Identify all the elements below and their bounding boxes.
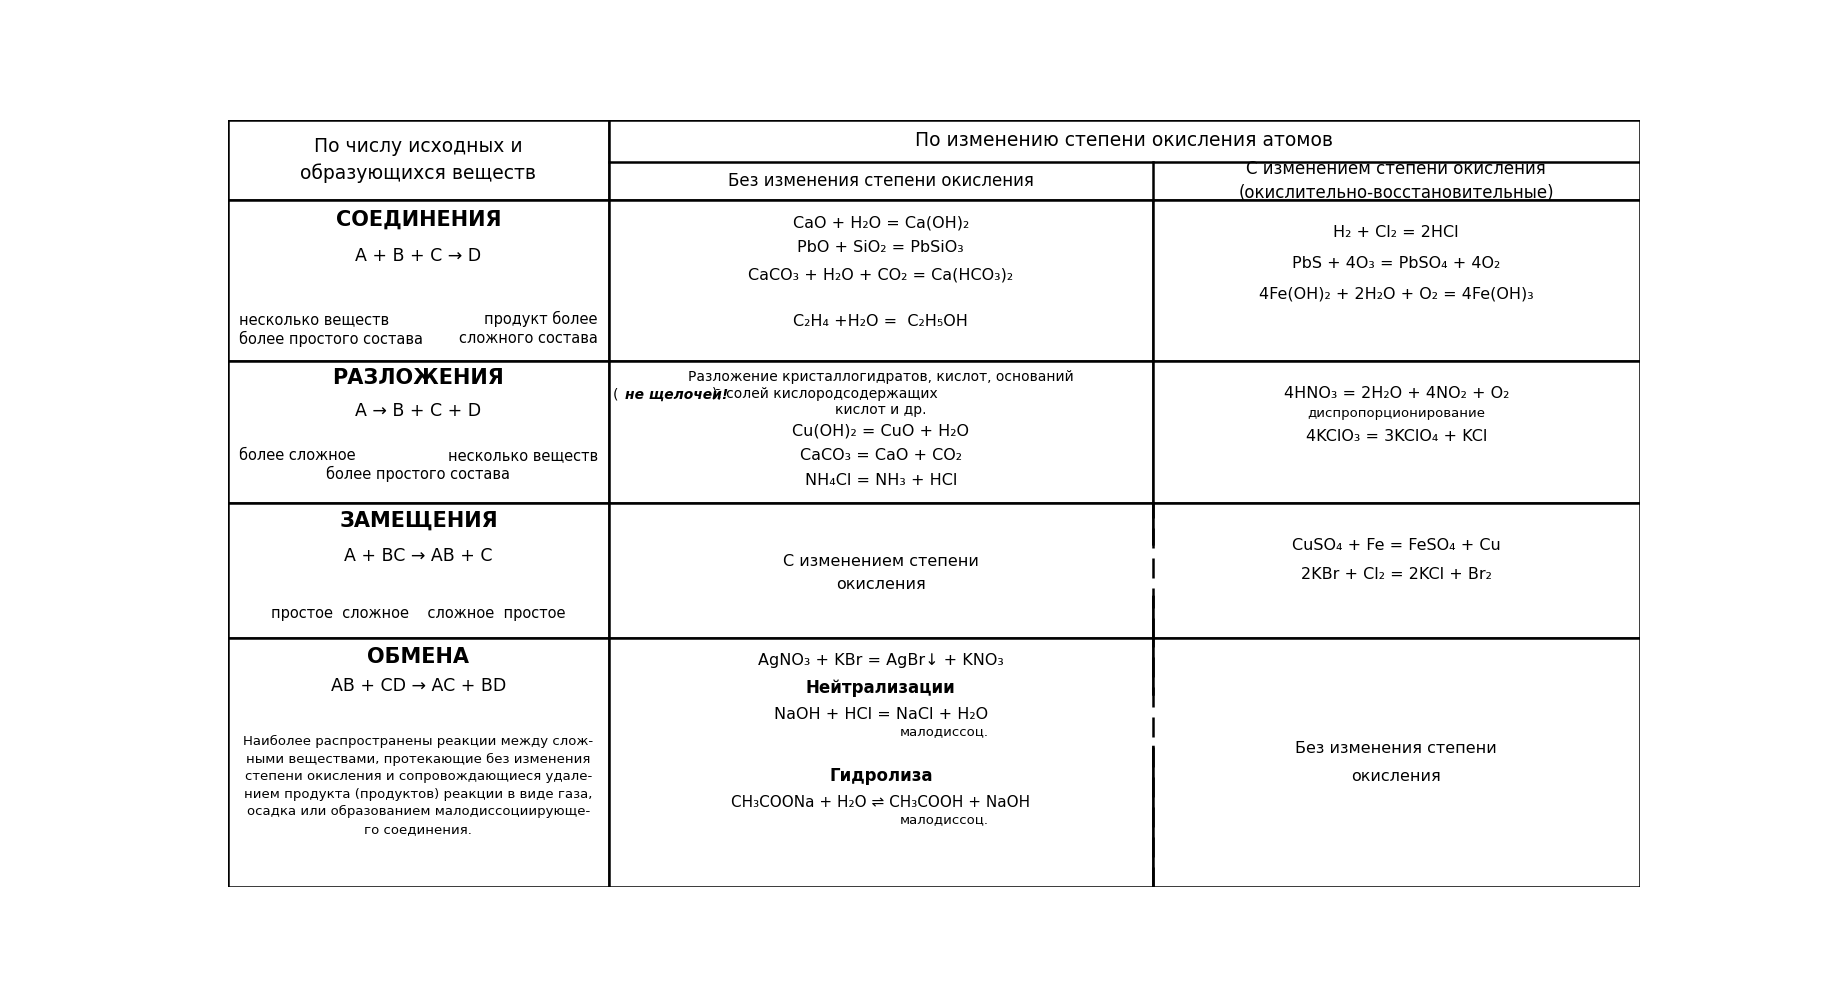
Text: A → B + C + D: A → B + C + D: [355, 403, 481, 421]
Text: Cu(OH)₂ = CuO + H₂O: Cu(OH)₂ = CuO + H₂O: [793, 423, 969, 438]
Text: ОБМЕНА: ОБМЕНА: [368, 647, 470, 667]
Text: A + B + C → D: A + B + C → D: [355, 246, 481, 264]
Text: (: (: [614, 388, 619, 402]
Text: ), солей кислородсодержащих: ), солей кислородсодержащих: [712, 388, 938, 402]
Text: продукт более: продукт более: [485, 311, 598, 327]
Text: CaCO₃ = CaO + CO₂: CaCO₃ = CaO + CO₂: [800, 448, 962, 463]
Text: диспропорционирование: диспропорционирование: [1306, 407, 1485, 420]
Text: NH₄Cl = NH₃ + HCl: NH₄Cl = NH₃ + HCl: [805, 473, 957, 488]
Text: Гидролиза: Гидролиза: [829, 767, 933, 785]
Bar: [228, 503, 609, 638]
Text: 4KClO₃ = 3KClO₄ + KCl: 4KClO₃ = 3KClO₄ + KCl: [1306, 429, 1487, 445]
Text: более простого состава: более простого состава: [239, 330, 423, 347]
Text: CaO + H₂O = Ca(OH)₂: CaO + H₂O = Ca(OH)₂: [793, 215, 969, 230]
Bar: [1153, 362, 1640, 503]
Bar: [228, 120, 609, 200]
Bar: [228, 362, 609, 503]
Text: не щелочей!: не щелочей!: [625, 388, 727, 402]
Text: PbS + 4O₃ = PbSO₄ + 4O₂: PbS + 4O₃ = PbSO₄ + 4O₂: [1292, 255, 1500, 271]
Text: несколько веществ: несколько веществ: [239, 312, 390, 327]
Bar: [609, 503, 1153, 638]
Text: CH₃COONa + H₂O ⇌ CH₃COOH + NaOH: CH₃COONa + H₂O ⇌ CH₃COOH + NaOH: [731, 796, 1031, 811]
Bar: [1153, 503, 1640, 638]
Text: CuSO₄ + Fe = FeSO₄ + Cu: CuSO₄ + Fe = FeSO₄ + Cu: [1292, 538, 1501, 553]
Bar: [228, 200, 609, 362]
Bar: [1153, 638, 1640, 887]
Bar: [228, 638, 609, 887]
Text: Без изменения степени окисления: Без изменения степени окисления: [727, 171, 1033, 189]
Text: ЗАМЕЩЕНИЯ: ЗАМЕЩЕНИЯ: [339, 510, 497, 530]
Text: NaOH + HCl = NaCl + H₂O: NaOH + HCl = NaCl + H₂O: [774, 707, 988, 722]
Text: AB + CD → AC + BD: AB + CD → AC + BD: [332, 677, 507, 695]
Bar: [609, 200, 1153, 362]
Text: C₂H₄ +H₂O =  C₂H₅OH: C₂H₄ +H₂O = C₂H₅OH: [793, 314, 967, 329]
Text: простое  сложное    сложное  простое: простое сложное сложное простое: [271, 606, 565, 621]
Text: 4HNO₃ = 2H₂O + 4NO₂ + O₂: 4HNO₃ = 2H₂O + 4NO₂ + O₂: [1283, 386, 1509, 401]
Text: более простого состава: более простого состава: [326, 467, 510, 483]
Text: малодиссоц.: малодиссоц.: [900, 725, 989, 738]
Text: Без изменения степени: Без изменения степени: [1295, 741, 1498, 757]
Text: AgNO₃ + KBr = AgBr↓ + KNO₃: AgNO₃ + KBr = AgBr↓ + KNO₃: [758, 653, 1004, 668]
Bar: [1153, 200, 1640, 362]
Text: Разложение кристаллогидратов, кислот, оснований: Разложение кристаллогидратов, кислот, ос…: [689, 370, 1073, 384]
Text: СОЕДИНЕНИЯ: СОЕДИНЕНИЯ: [335, 209, 501, 229]
Text: 4Fe(OH)₂ + 2H₂O + O₂ = 4Fe(OH)₃: 4Fe(OH)₂ + 2H₂O + O₂ = 4Fe(OH)₃: [1259, 286, 1534, 301]
Text: Нейтрализации: Нейтрализации: [805, 679, 957, 697]
Text: несколько веществ: несколько веществ: [448, 449, 598, 464]
Text: PbO + SiO₂ = PbSiO₃: PbO + SiO₂ = PbSiO₃: [798, 240, 964, 255]
Text: сложного состава: сложного состава: [459, 331, 598, 346]
Text: По числу исходных и
образующихся веществ: По числу исходных и образующихся веществ: [301, 137, 536, 183]
Text: РАЗЛОЖЕНИЯ: РАЗЛОЖЕНИЯ: [332, 368, 505, 389]
Text: кислот и др.: кислот и др.: [834, 403, 927, 417]
Text: 2KBr + Cl₂ = 2KCl + Br₂: 2KBr + Cl₂ = 2KCl + Br₂: [1301, 566, 1492, 581]
Text: A + BC → AB + C: A + BC → AB + C: [344, 546, 492, 564]
Text: CaCO₃ + H₂O + CO₂ = Ca(HCO₃)₂: CaCO₃ + H₂O + CO₂ = Ca(HCO₃)₂: [749, 268, 1013, 283]
Bar: [609, 120, 1640, 200]
Text: малодиссоц.: малодиссоц.: [900, 814, 989, 827]
Text: С изменением степени окисления
(окислительно-восстановительные): С изменением степени окисления (окислите…: [1239, 161, 1554, 201]
Text: С изменением степени: С изменением степени: [783, 554, 978, 569]
Text: Наиболее распространены реакции между слож-
ными веществами, протекающие без изм: Наиболее распространены реакции между сл…: [244, 735, 594, 835]
Bar: [609, 362, 1153, 503]
Text: окисления: окисления: [836, 577, 926, 592]
Text: H₂ + Cl₂ = 2HCl: H₂ + Cl₂ = 2HCl: [1334, 225, 1459, 240]
Bar: [609, 638, 1153, 887]
Text: По изменению степени окисления атомов: По изменению степени окисления атомов: [915, 131, 1334, 151]
Text: окисления: окисления: [1352, 769, 1441, 784]
Text: более сложное: более сложное: [239, 449, 355, 464]
